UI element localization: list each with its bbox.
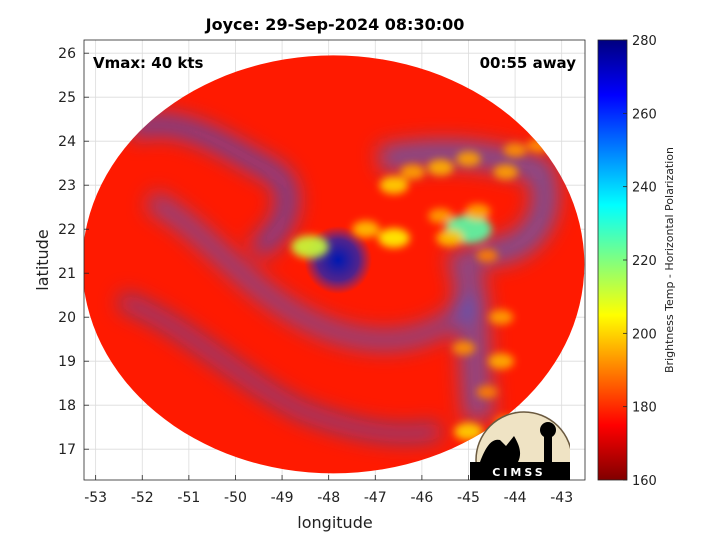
swath-bands [117, 113, 559, 443]
convective-cell [488, 353, 515, 370]
logo-dish [480, 436, 521, 462]
x-tick-label: -45 [457, 490, 480, 506]
convective-cell [452, 340, 476, 356]
convective-cell [476, 385, 498, 399]
convective-cell [476, 248, 498, 263]
time-away-annotation: 00:55 away [480, 54, 577, 72]
x-tick-label: -48 [317, 490, 340, 506]
colorbar-tick-label: 200 [632, 327, 657, 342]
y-axis-label: latitude [33, 229, 52, 290]
y-tick-label: 18 [58, 398, 76, 414]
vmax-annotation: Vmax: 40 kts [93, 54, 203, 72]
x-axis: -53 -52 -51 -50 -49 -48 -47 -46 -45 -44 -43 [84, 475, 573, 506]
y-tick-label: 19 [58, 354, 76, 370]
y-tick-label: 25 [58, 90, 76, 106]
convective-cell [503, 142, 527, 158]
colorbar-tick-label: 160 [632, 474, 657, 489]
y-tick-label: 20 [58, 310, 76, 326]
colorbar-tick-label: 240 [632, 181, 657, 196]
y-tick-label: 21 [58, 266, 76, 282]
x-tick-label: -47 [364, 490, 387, 506]
convective-cell [400, 164, 425, 180]
convective-cell [456, 151, 481, 167]
x-tick-label: -44 [504, 490, 527, 506]
x-tick-label: -49 [271, 490, 294, 506]
cimss-logo: CIMSS [470, 411, 570, 480]
y-axis: 17 18 19 20 21 22 23 24 25 26 [58, 46, 89, 458]
logo-band [470, 462, 570, 480]
colorbar-label: Brightness Temp - Horizontal Polarizatio… [663, 147, 676, 373]
colorbar-tick-label: 260 [632, 107, 657, 122]
y-tick-label: 24 [58, 134, 76, 150]
colorbar-tick-label: 280 [632, 34, 657, 49]
convective-cell [488, 309, 514, 325]
convective-cell [465, 203, 491, 220]
colorbar-ticks: 160 180 200 220 240 260 280 [623, 34, 657, 489]
convective-cell [436, 229, 464, 247]
y-tick-label: 17 [58, 442, 76, 458]
x-tick-label: -53 [84, 490, 107, 506]
x-tick-label: -50 [224, 490, 247, 506]
x-tick-label: -51 [177, 490, 200, 506]
y-tick-label: 22 [58, 222, 76, 238]
convective-cell [428, 208, 453, 224]
convective-cell [493, 164, 518, 180]
plot-frame [83, 39, 586, 481]
chart-title: Joyce: 29-Sep-2024 08:30:00 [205, 15, 465, 34]
x-tick-label: -46 [410, 490, 433, 506]
convective-cell [427, 159, 454, 176]
microwave-swath [84, 55, 585, 474]
x-tick-label: -43 [550, 490, 573, 506]
convective-cell [379, 176, 409, 195]
y-tick-label: 26 [58, 46, 76, 62]
convective-cell [291, 235, 329, 259]
logo-text: CIMSS [492, 466, 545, 479]
colorbar-tick-label: 220 [632, 254, 657, 269]
x-axis-label: longitude [297, 513, 372, 532]
colorbar [597, 39, 628, 481]
convective-cell [454, 422, 483, 441]
colorbar-tick-label: 180 [632, 401, 657, 416]
y-tick-label: 23 [58, 178, 76, 194]
convective-cell [352, 220, 380, 238]
convective-cell [378, 228, 410, 248]
x-tick-label: -52 [131, 490, 154, 506]
logo-tower-icon [540, 422, 556, 438]
